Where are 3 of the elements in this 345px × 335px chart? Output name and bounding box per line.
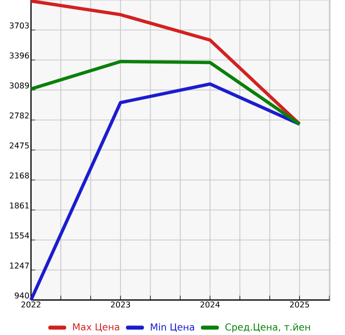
legend-label: Сред.Цена, т.йен	[225, 323, 310, 332]
legend-label: Max Цена	[73, 323, 120, 332]
legend-label: Min Цена	[150, 323, 194, 332]
